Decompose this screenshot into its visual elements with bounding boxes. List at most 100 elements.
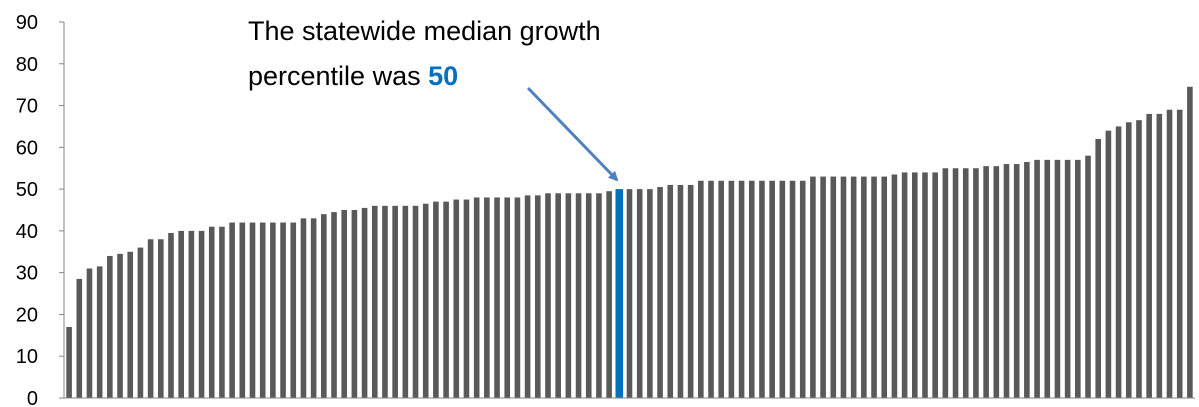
bar	[1075, 159, 1081, 398]
bar	[759, 180, 765, 398]
bar	[718, 180, 725, 398]
median-bar	[615, 189, 624, 398]
y-tick-label: 20	[16, 304, 38, 326]
bar	[1156, 113, 1163, 399]
bar	[310, 218, 317, 398]
bar	[687, 184, 694, 398]
bar	[799, 180, 806, 398]
bar	[555, 193, 561, 398]
bar	[1064, 159, 1071, 398]
bar	[321, 214, 327, 398]
bar	[840, 176, 847, 398]
bar	[422, 203, 429, 398]
bar	[433, 201, 439, 398]
bar	[820, 176, 826, 398]
bar	[534, 195, 541, 398]
bar	[911, 172, 918, 398]
bar	[178, 230, 184, 398]
bar	[484, 197, 490, 398]
bar	[881, 176, 888, 398]
bar	[545, 193, 551, 398]
bar	[1034, 159, 1040, 398]
bar	[147, 239, 154, 398]
bar	[708, 180, 714, 398]
bar	[677, 184, 684, 398]
bar	[402, 205, 409, 398]
y-tick-label: 50	[16, 179, 38, 201]
bar	[1044, 159, 1051, 398]
bar	[565, 193, 572, 398]
bar	[239, 222, 246, 398]
bar	[443, 201, 449, 398]
bar	[76, 278, 83, 398]
bar	[351, 210, 358, 398]
bar	[973, 168, 979, 398]
bar	[504, 197, 511, 398]
bar	[229, 222, 235, 398]
median-annotation: The statewide median growth percentile w…	[248, 16, 619, 182]
bar	[371, 205, 378, 398]
bar	[341, 210, 348, 398]
bar	[585, 193, 592, 398]
bar	[901, 172, 908, 398]
y-tick-label: 90	[16, 12, 38, 34]
bar	[891, 174, 898, 398]
bar	[66, 326, 72, 398]
bar	[524, 195, 531, 398]
bar	[1136, 120, 1142, 398]
y-axis-ticks: 0 10 20 30 40 50 60 70 80 90	[16, 12, 64, 407]
bar	[107, 255, 113, 398]
bars-group	[66, 86, 1193, 399]
bar	[1003, 164, 1010, 398]
bar	[1085, 155, 1091, 398]
bar	[728, 180, 735, 398]
bar	[188, 230, 195, 398]
bar	[219, 226, 225, 398]
bar	[769, 180, 775, 398]
bar	[463, 199, 470, 398]
annotation-median-value: 50	[428, 61, 458, 91]
bar	[361, 207, 368, 398]
bar	[96, 266, 103, 398]
y-tick-label: 10	[16, 346, 38, 368]
bar	[127, 251, 134, 398]
bar	[657, 187, 663, 398]
bar	[1125, 122, 1132, 399]
bar	[575, 193, 582, 398]
bar	[137, 247, 144, 398]
bar	[1095, 138, 1102, 398]
bar	[259, 222, 266, 398]
bar	[168, 232, 174, 398]
bar	[647, 189, 653, 398]
bar	[270, 222, 276, 398]
bar	[606, 191, 612, 398]
bar	[473, 197, 480, 398]
bar	[983, 166, 989, 398]
bar	[810, 176, 816, 398]
annotation-line-2: percentile was 50	[248, 61, 458, 91]
bar	[748, 180, 755, 398]
bar	[993, 166, 1000, 398]
bar	[779, 180, 786, 398]
bar	[198, 230, 205, 398]
bar	[86, 268, 93, 398]
bar	[789, 180, 796, 398]
bar	[290, 222, 297, 398]
bar	[157, 239, 164, 398]
bar	[1013, 164, 1020, 398]
bar	[698, 180, 704, 398]
bar	[636, 189, 643, 398]
bar	[208, 226, 215, 398]
bar	[514, 197, 521, 398]
annotation-prefix: percentile was	[248, 61, 428, 91]
bar	[280, 222, 286, 398]
bar	[392, 205, 398, 398]
bar	[331, 212, 337, 398]
annotation-arrow	[526, 86, 619, 182]
bar	[962, 168, 969, 398]
bar	[922, 172, 928, 398]
bar	[1115, 126, 1122, 398]
y-tick-label: 80	[16, 54, 38, 76]
bar	[1024, 161, 1030, 398]
